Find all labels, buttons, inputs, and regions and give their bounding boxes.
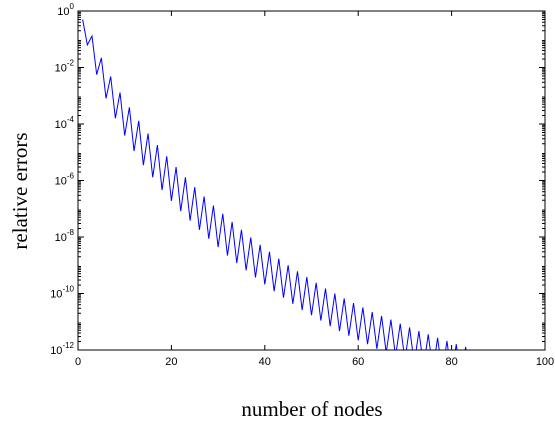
x-tick-label: 0 [75, 356, 81, 368]
y-tick-label: 100 [57, 2, 74, 18]
x-tick-label: 60 [352, 356, 364, 368]
plot-area [77, 10, 546, 351]
series-line-1 [82, 19, 476, 350]
y-tick-label: 10-12 [50, 341, 74, 357]
x-tick-label: 100 [536, 356, 554, 368]
y-axis-label: relative errors [8, 132, 32, 249]
x-axis-label: number of nodes [241, 397, 382, 421]
axes-frame [77, 10, 546, 351]
y-tick-label: 10-2 [55, 59, 75, 75]
axis-ticks: 0 20 40 60 80 100 10-12 10-10 10-8 10-6 10-4 10-2 10… [50, 2, 554, 368]
y-tick-label: 10-6 [55, 172, 75, 188]
x-tick-label: 40 [259, 356, 271, 368]
x-tick-label: 80 [445, 356, 457, 368]
y-tick-label: 10-10 [50, 285, 74, 301]
x-tick-label: 20 [165, 356, 177, 368]
y-tick-label: 10-4 [55, 115, 75, 131]
y-tick-label: 10-8 [55, 228, 75, 244]
